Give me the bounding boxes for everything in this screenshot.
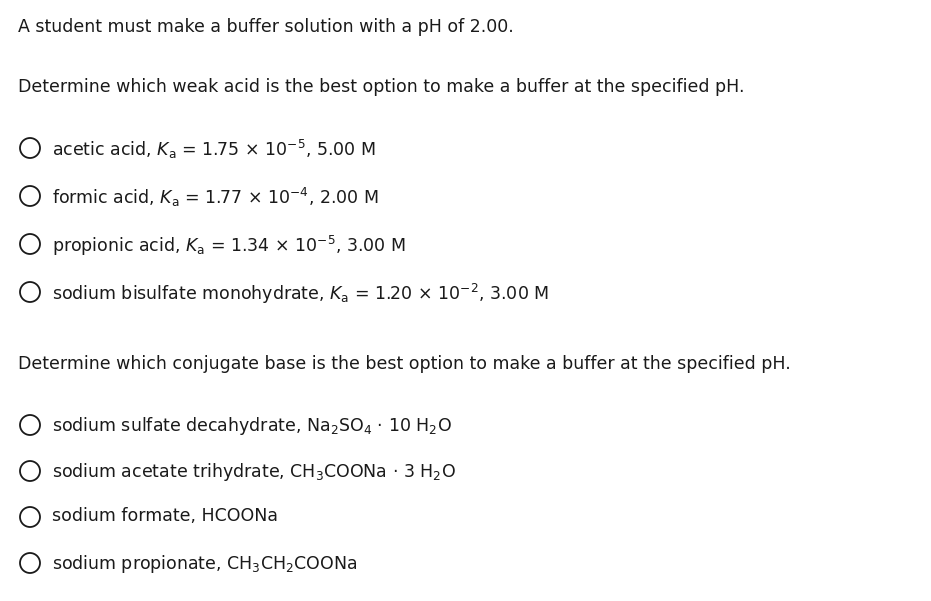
- Text: sodium acetate trihydrate, CH$_3$COONa · 3 H$_2$O: sodium acetate trihydrate, CH$_3$COONa ·…: [52, 461, 456, 483]
- Text: sodium bisulfate monohydrate, $K_\mathrm{a}$ = 1.20 × 10$^{-2}$, 3.00 M: sodium bisulfate monohydrate, $K_\mathrm…: [52, 282, 549, 306]
- Text: propionic acid, $K_\mathrm{a}$ = 1.34 × 10$^{-5}$, 3.00 M: propionic acid, $K_\mathrm{a}$ = 1.34 × …: [52, 234, 406, 258]
- Text: formic acid, $K_\mathrm{a}$ = 1.77 × 10$^{-4}$, 2.00 M: formic acid, $K_\mathrm{a}$ = 1.77 × 10$…: [52, 186, 379, 209]
- Text: acetic acid, $K_\mathrm{a}$ = 1.75 × 10$^{-5}$, 5.00 M: acetic acid, $K_\mathrm{a}$ = 1.75 × 10$…: [52, 138, 376, 161]
- Text: Determine which weak acid is the best option to make a buffer at the specified p: Determine which weak acid is the best op…: [18, 78, 745, 96]
- Text: A student must make a buffer solution with a pH of 2.00.: A student must make a buffer solution wi…: [18, 18, 514, 36]
- Text: Determine which conjugate base is the best option to make a buffer at the specif: Determine which conjugate base is the be…: [18, 355, 790, 373]
- Text: sodium formate, HCOONa: sodium formate, HCOONa: [52, 507, 278, 525]
- Text: sodium propionate, CH$_3$CH$_2$COONa: sodium propionate, CH$_3$CH$_2$COONa: [52, 553, 358, 575]
- Text: sodium sulfate decahydrate, Na$_2$SO$_4$ · 10 H$_2$O: sodium sulfate decahydrate, Na$_2$SO$_4$…: [52, 415, 452, 437]
